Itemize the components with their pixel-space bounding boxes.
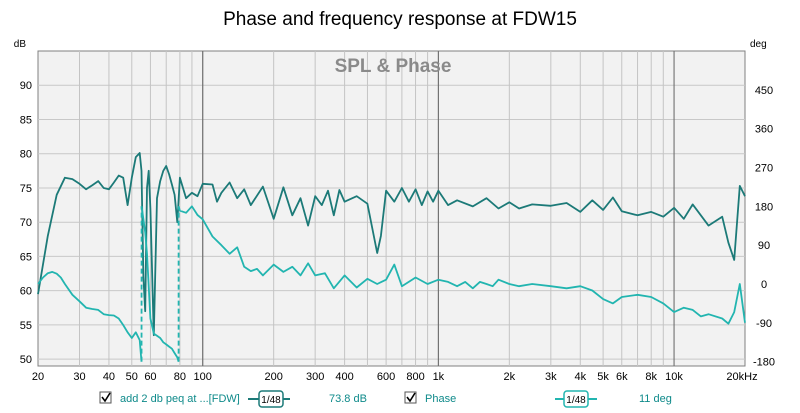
left-tick-label: 55 (20, 320, 32, 332)
chart-title: Phase and frequency response at FDW15 (223, 9, 577, 30)
left-tick-label: 85 (20, 114, 32, 126)
x-tick-label: 4k (574, 371, 586, 383)
x-tick-label: 200 (264, 371, 282, 383)
legend-spl-smoothing[interactable]: 1/48 (248, 390, 290, 408)
left-tick-label: 90 (20, 80, 32, 92)
series-layer (37, 152, 746, 362)
x-tick-label: 60 (144, 371, 156, 383)
legend-spl-value: 73.8 dB (329, 393, 367, 405)
right-axis-labels: -180 -90 0 90 180 270 360 450 (753, 85, 775, 369)
legend-phase-smoothing-label: 1/48 (566, 395, 586, 406)
x-tick-label: 40 (103, 371, 115, 383)
legend-spl-checkbox[interactable] (99, 391, 112, 404)
right-tick-label: 90 (758, 240, 770, 252)
legend-phase-value: 11 deg (639, 393, 672, 405)
legend: add 2 db peq at ...[FDW] 1/48 73.8 dB Ph… (99, 390, 672, 408)
x-tick-label: 30 (73, 371, 85, 383)
legend-phase-label: Phase (425, 393, 456, 405)
x-tick-label: 5k (597, 371, 609, 383)
plot-area (37, 50, 746, 367)
right-tick-label: 270 (755, 163, 773, 175)
spl-series-line (37, 152, 746, 337)
right-tick-label: 450 (755, 85, 773, 97)
x-tick-label: 8k (645, 371, 657, 383)
phase-series-line (37, 205, 746, 362)
legend-spl-smoothing-label: 1/48 (261, 395, 281, 406)
left-tick-label: 65 (20, 251, 32, 263)
left-tick-label: 80 (20, 149, 32, 161)
x-tick-label: 10k (665, 371, 683, 383)
x-axis-labels: 20 30 40 50 60 80 100 200 300 400 600 800 1k 2k 3k 4k 5k… (32, 371, 758, 383)
left-axis-labels: 50 55 60 65 70 75 80 85 90 (20, 80, 32, 366)
watermark-label: SPL & Phase (335, 56, 452, 77)
legend-phase-smoothing[interactable]: 1/48 (555, 390, 597, 408)
left-axis-unit: dB (14, 39, 27, 50)
right-tick-label: 360 (755, 124, 773, 136)
x-tick-label: 50 (126, 371, 138, 383)
x-tick-label: 100 (194, 371, 212, 383)
right-tick-label: 180 (755, 201, 773, 213)
x-tick-label: 20kHz (726, 371, 757, 383)
left-tick-label: 75 (20, 183, 32, 195)
right-tick-label: 0 (761, 279, 767, 291)
x-tick-label: 300 (306, 371, 324, 383)
x-tick-label: 20 (32, 371, 44, 383)
left-tick-label: 70 (20, 217, 32, 229)
left-tick-label: 60 (20, 286, 32, 298)
x-tick-label: 600 (377, 371, 395, 383)
x-tick-label: 3k (545, 371, 557, 383)
x-tick-label: 1k (433, 371, 445, 383)
right-tick-label: -180 (753, 357, 775, 369)
right-axis-unit: deg (750, 39, 767, 50)
x-tick-label: 800 (406, 371, 424, 383)
x-tick-label: 2k (504, 371, 516, 383)
x-tick-label: 6k (616, 371, 628, 383)
right-tick-label: -90 (756, 318, 772, 330)
left-tick-label: 50 (20, 354, 32, 366)
x-tick-label: 80 (174, 371, 186, 383)
x-tick-label: 400 (335, 371, 353, 383)
legend-spl-label: add 2 db peq at ...[FDW] (120, 393, 240, 405)
legend-phase-checkbox[interactable] (404, 391, 417, 404)
